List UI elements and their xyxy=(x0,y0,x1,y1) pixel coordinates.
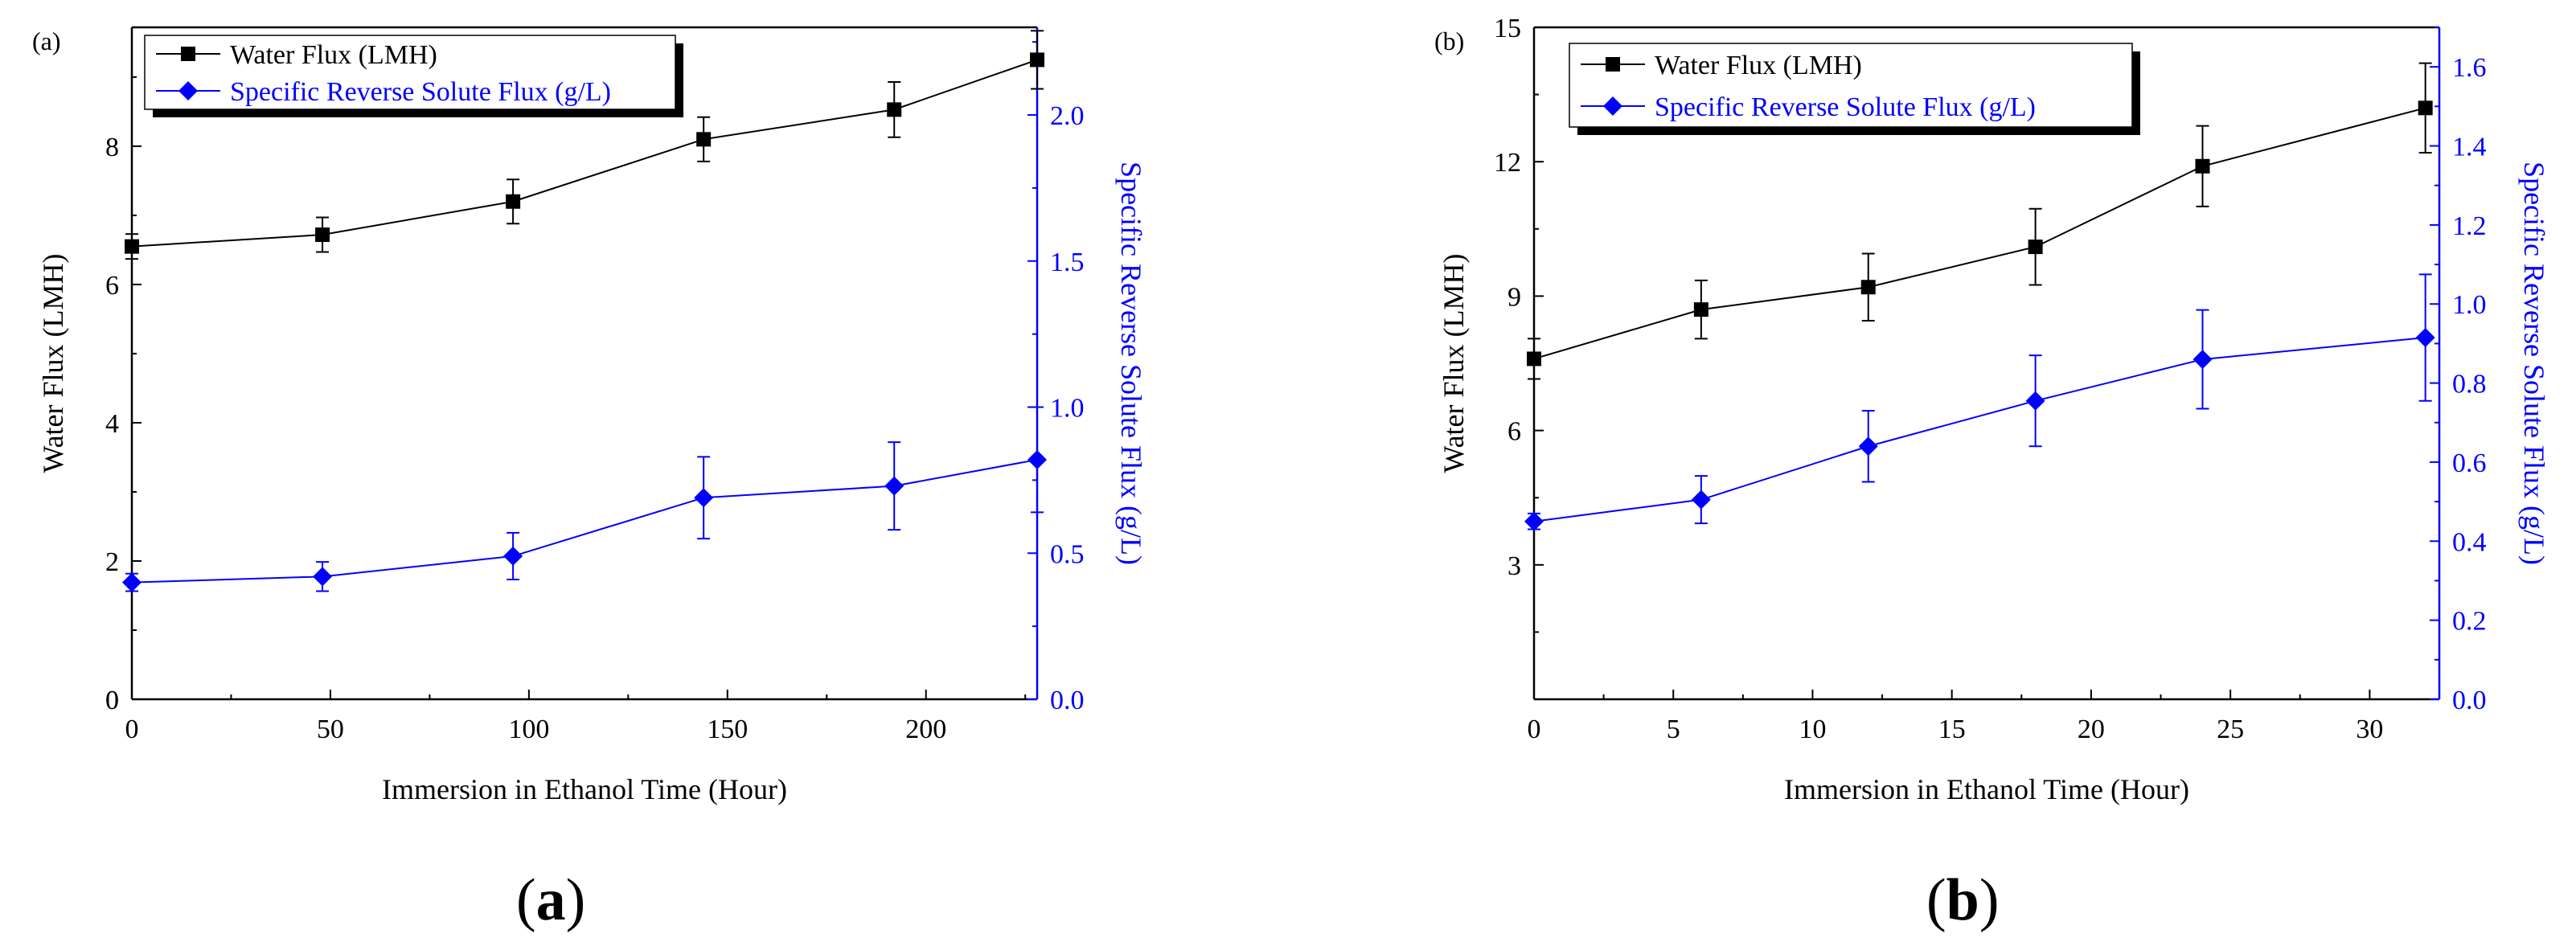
x-tick-label: 50 xyxy=(317,715,344,744)
y2-tick-label: 1.2 xyxy=(2452,211,2487,241)
caption-b-open: ( xyxy=(1926,867,1946,933)
legend-label: Water Flux (LMH) xyxy=(230,40,437,70)
y-tick-label: 12 xyxy=(1494,148,1521,178)
caption-a-open: ( xyxy=(516,867,536,933)
y-tick-label: 4 xyxy=(105,409,119,439)
x-tick-label: 200 xyxy=(905,715,946,744)
y2-tick-label: 0.2 xyxy=(2452,607,2487,637)
x-tick-label: 150 xyxy=(707,715,748,744)
water-flux-line xyxy=(131,59,1038,248)
y-axis-title: Water Flux (LMH) xyxy=(1438,253,1470,473)
solute-flux-point xyxy=(2192,350,2213,370)
y2-tick-label: 2.0 xyxy=(1050,101,1085,131)
solute-flux-point xyxy=(1028,449,1047,469)
water-flux-point xyxy=(1693,302,1708,317)
y2-tick-label: 0.5 xyxy=(1050,539,1085,569)
x-axis-title: Immersion in Ethanol Time (Hour) xyxy=(382,773,787,805)
chart-panel-b: (b) 0 5 10 15 20 25 30 3 6 9 12 15 0.0 0.2 0.4 0.6 0.8 1.0… xyxy=(1434,14,2550,805)
x-tick-label: 20 xyxy=(2078,715,2105,744)
x-tick-label: 0 xyxy=(125,715,139,744)
solute-flux-point xyxy=(694,488,714,508)
caption-b-close: ) xyxy=(1979,867,2000,933)
water-flux-point xyxy=(1860,280,1876,295)
water-flux-point xyxy=(2418,100,2433,116)
solute-flux-point xyxy=(1524,511,1544,531)
y2-tick-label: 0.6 xyxy=(2452,448,2487,478)
caption-b-letter: b xyxy=(1946,867,1979,933)
solute-flux-line xyxy=(1533,337,2426,522)
water-flux-point xyxy=(506,194,521,209)
water-flux-point xyxy=(315,227,330,243)
y2-tick-label: 1.0 xyxy=(2452,290,2487,320)
y-tick-label: 15 xyxy=(1494,14,1521,43)
x-axis-title: Immersion in Ethanol Time (Hour) xyxy=(1784,773,2189,805)
solute-flux-point xyxy=(1691,489,1711,510)
solute-flux-point xyxy=(884,476,904,496)
y2-tick-label: 1.4 xyxy=(2452,133,2487,162)
legend-marker xyxy=(1606,57,1620,72)
y-tick-label: 6 xyxy=(105,271,119,301)
x-tick-label: 5 xyxy=(1667,715,1680,744)
x-tick-label: 15 xyxy=(1938,715,1966,744)
y-tick-label: 2 xyxy=(105,547,119,577)
legend-label: Water Flux (LMH) xyxy=(1655,51,1862,80)
legend-box xyxy=(1569,43,2133,128)
y-tick-label: 3 xyxy=(1507,551,1521,581)
x-tick-label: 100 xyxy=(508,715,549,744)
water-flux-point xyxy=(125,239,139,254)
x-tick-label: 25 xyxy=(2217,715,2244,744)
legend-box xyxy=(144,35,676,110)
y2-axis-title: Specific Reverse Solute Flux (g/L) xyxy=(2518,162,2550,565)
solute-flux-point xyxy=(122,572,142,592)
y2-tick-label: 1.6 xyxy=(2452,53,2487,83)
y-tick-label: 0 xyxy=(105,686,119,715)
water-flux-line xyxy=(1533,107,2426,360)
x-tick-label: 30 xyxy=(2356,715,2383,744)
caption-a: (a) xyxy=(516,866,585,935)
solute-flux-line xyxy=(131,458,1038,584)
y-tick-label: 8 xyxy=(105,133,119,162)
caption-a-letter: a xyxy=(535,867,566,933)
water-flux-point xyxy=(1527,351,1541,367)
y2-tick-label: 0.0 xyxy=(2452,686,2487,715)
water-flux-point xyxy=(696,132,712,147)
x-tick-label: 0 xyxy=(1528,715,1541,744)
y-tick-label: 0 xyxy=(105,686,119,715)
legend-marker xyxy=(181,47,195,61)
water-flux-point xyxy=(2195,158,2210,174)
solute-flux-point xyxy=(2025,391,2045,411)
solute-flux-point xyxy=(1858,436,1878,457)
caption-a-close: ) xyxy=(565,867,586,933)
legend-marker xyxy=(178,81,198,100)
legend-marker xyxy=(1603,96,1622,116)
solute-flux-point xyxy=(2415,328,2435,348)
legend-label: Specific Reverse Solute Flux (g/L) xyxy=(230,77,611,107)
y2-tick-label: 1.0 xyxy=(1050,394,1085,424)
y-tick-label: 6 xyxy=(1507,417,1521,447)
y2-tick-label: 0.8 xyxy=(2452,370,2487,399)
panel-label: (a) xyxy=(32,27,61,55)
panel-label: (b) xyxy=(1434,27,1464,55)
y-axis-title: Water Flux (LMH) xyxy=(37,253,69,473)
y2-tick-label: 1.5 xyxy=(1050,248,1085,277)
water-flux-point xyxy=(887,102,902,117)
solute-flux-point xyxy=(313,567,333,587)
legend-label: Specific Reverse Solute Flux (g/L) xyxy=(1655,92,2036,122)
water-flux-point xyxy=(1030,52,1044,68)
solute-flux-point xyxy=(503,546,523,566)
y2-tick-label: 0.4 xyxy=(2452,527,2487,557)
y2-axis-title: Specific Reverse Solute Flux (g/L) xyxy=(1115,162,1147,565)
water-flux-point xyxy=(2028,240,2043,255)
x-tick-label: 10 xyxy=(1799,715,1826,744)
y-tick-label: 9 xyxy=(1507,282,1521,312)
y2-tick-label: 0.0 xyxy=(1050,686,1085,715)
caption-b: (b) xyxy=(1926,866,1999,935)
